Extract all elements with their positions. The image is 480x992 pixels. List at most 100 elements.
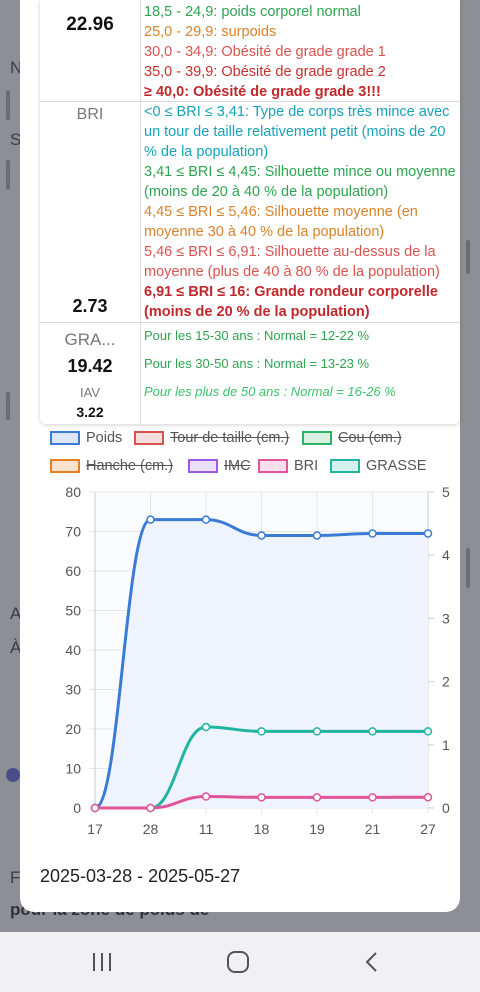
legend-label: Cou (cm.) [338,430,402,446]
legend-label: GRASSE [366,458,427,474]
recent-apps-button[interactable] [62,932,142,992]
legend-item-poids[interactable]: Poids [50,430,122,446]
grasse-range-3: Pour les plus de 50 ans : Normal = 16-26… [144,384,396,399]
table-divider [140,0,141,424]
data-point-poids [146,515,155,524]
bri-value: 2.73 [72,296,108,316]
legend-label: Hanche (cm.) [86,458,174,474]
background-divider [466,240,470,274]
legend-label: Poids [86,430,123,446]
background-divider [6,392,10,420]
y-left-tick-label: 10 [65,761,81,777]
legend-swatch [302,431,332,445]
legend-label: Tour de taille (cm.) [170,430,290,446]
legend-swatch [330,459,360,473]
bri-range-5: 6,91 ≤ BRI ≤ 16: Grande rondeur corporel… [144,284,438,320]
x-tick-label: 11 [199,821,214,837]
data-point-grasse [312,727,322,736]
y-left-tick-label: 40 [65,642,81,658]
iav-value-cell: 3.22 [40,404,140,422]
data-point-poids [257,531,266,540]
bri-range-3: 4,45 ≤ BRI ≤ 5,46: Silhouette moyenne (e… [144,204,418,240]
y-left-tick-label: 30 [65,682,81,698]
legend-item-hanche-cm[interactable]: Hanche (cm.) [50,458,173,474]
bri-range-2: 3,41 ≤ BRI ≤ 4,45: Silhouette mince ou m… [144,164,456,200]
recent-apps-icon [93,953,111,971]
data-point-poids [368,529,377,538]
legend-swatch [50,459,80,473]
imc-range-1: 18,5 - 24,9: poids corporel normal [144,4,361,20]
data-point-poids [201,515,211,524]
bri-ranges: <0 ≤ BRI ≤ 3,41: Type de corps très minc… [144,102,458,322]
data-point-bri [423,792,433,802]
x-tick-label: 17 [87,821,103,837]
imc-range-2: 25,0 - 29,9: surpoids [144,24,277,40]
y-left-tick-label: 60 [65,563,81,579]
legend-swatch [50,431,80,445]
back-button[interactable] [332,932,412,992]
grasse-range-2: Pour les 30-50 ans : Normal = 13-23 % [144,356,370,371]
legend-item-bri[interactable]: BRI [258,458,318,474]
x-tick-label: 27 [420,821,436,837]
y-left-tick-label: 0 [73,800,81,816]
chart-dialog: 22.96 18,5 - 24,9: poids corporel normal… [20,0,460,912]
grasse-label: GRA... [64,330,116,349]
legend-swatch [258,459,288,473]
legend-item-tour-de-taille-cm[interactable]: Tour de taille (cm.) [134,430,289,446]
background-divider [6,90,10,120]
imc-ranges: 18,5 - 24,9: poids corporel normal 25,0 -… [144,2,458,102]
background-letter: A [10,604,22,623]
x-tick-label: 19 [309,821,325,837]
date-range: 2025-03-28 - 2025-05-27 [40,866,241,886]
legend-label: IMC [224,458,251,474]
background-letter: F [10,868,21,887]
data-point-bri [146,803,155,813]
bri-value-cell: 2.73 [40,296,140,317]
line-chart: 0 10 20 30 40 50 60 70 80 0 1 2 3 4 5 17 28 11 18 19 21 27 [65,484,450,837]
data-point-poids [312,531,322,540]
reference-table: 22.96 18,5 - 24,9: poids corporel normal… [40,0,460,424]
data-point-grasse [201,722,211,732]
series-area-poids [95,519,428,808]
y-right-tick-label: 0 [442,800,450,816]
background-radio [6,768,20,782]
iav-value: 3.22 [76,404,104,420]
legend-item-grasse[interactable]: GRASSE [330,458,426,474]
bri-label: BRI [76,106,104,123]
legend-item-cou-cm[interactable]: Cou (cm.) [302,430,402,446]
y-right-tick-label: 2 [442,674,450,690]
imc-cell: 22.96 [40,14,140,36]
home-button[interactable] [198,932,278,992]
y-left-tick-label: 80 [65,484,81,500]
table-row-divider [40,322,460,323]
imc-range-3: 30,0 - 34,9: Obésité de grade grade 1 [144,44,386,60]
grasse-range-1: Pour les 15-30 ans : Normal = 12-22 % [144,328,370,343]
iav-label: IAV [80,385,100,400]
data-point-grasse [368,727,377,736]
background-divider [6,160,10,190]
y-left-tick-label: 20 [65,721,81,737]
table-row-divider [40,101,460,102]
background-letter: S [10,130,22,149]
x-tick-label: 21 [365,821,381,837]
x-tick-label: 28 [143,821,159,837]
system-navigation-bar [0,932,480,992]
imc-value: 22.96 [66,14,114,35]
x-tick-label: 18 [254,821,270,837]
back-icon [365,952,377,972]
legend-item-imc[interactable]: IMC [188,458,251,474]
imc-range-4: 35,0 - 39,9: Obésité de grade grade 2 [144,64,386,80]
imc-range-5: ≥ 40,0: Obésité de grade grade 3!!! [144,84,381,100]
legend-label: BRI [294,458,319,474]
data-point-bri [368,793,377,802]
data-point-bri [257,793,266,802]
data-point-bri [90,803,100,813]
y-left-tick-label: 50 [65,603,81,619]
bri-range-4: 5,46 ≤ BRI ≤ 6,91: Silhouette au-dessus … [144,244,440,280]
data-point-bri [201,792,211,801]
grasse-label-cell: GRA... [40,330,140,350]
bri-range-1: <0 ≤ BRI ≤ 3,41: Type de corps très minc… [144,104,450,160]
y-right-tick-label: 5 [442,484,450,500]
grasse-value-cell: 19.42 [40,356,140,377]
data-point-poids [423,529,433,538]
